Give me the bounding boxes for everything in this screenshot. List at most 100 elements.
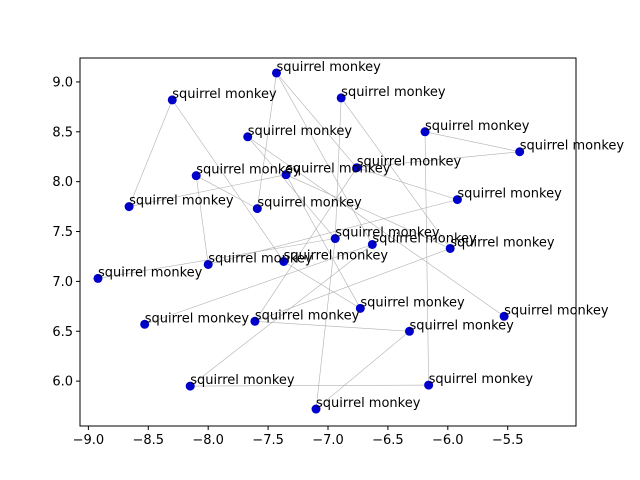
data-point [167,95,177,105]
data-point [445,243,455,253]
edge-line [254,248,451,322]
data-point-label: squirrel monkey [208,251,313,266]
data-point [185,381,195,391]
edge-line [340,97,451,249]
data-point-label: squirrel monkey [335,226,440,241]
data-point-label: squirrel monkey [255,308,360,323]
y-tick-label: 6.0 [52,375,73,390]
edge-line [257,72,277,209]
data-point [311,404,321,414]
data-point-label: squirrel monkey [450,235,555,250]
y-tick-label: 7.0 [52,275,73,290]
edge-line [247,136,336,239]
edge-line [195,175,209,265]
data-point-label: squirrel monkey [341,85,446,100]
edge-line [276,72,357,168]
x-tick-label: −5.5 [492,433,524,448]
edge-line [97,238,336,279]
edge-line [356,167,458,200]
edge-line [247,136,505,317]
y-axis: 6.0 6.5 7.0 7.5 8.0 8.5 9.0 [52,75,80,390]
data-point [404,326,414,336]
edge-line [334,97,342,239]
edge-line [276,72,373,245]
data-point [420,127,430,137]
edge-line [190,384,429,387]
edges-layer [97,72,520,410]
data-point-label: squirrel monkey [425,119,530,134]
data-point [452,195,462,205]
data-point [250,316,260,326]
data-point-label: squirrel monkey [145,311,250,326]
data-point-label: squirrel monkey [357,155,462,170]
data-point-label: squirrel monkey [286,162,391,177]
data-point [355,303,365,313]
data-point [336,93,346,103]
x-tick-label: −9.0 [73,433,105,448]
x-tick-label: −7.5 [252,433,284,448]
edge-line [315,331,410,410]
data-point-label: squirrel monkey [172,87,277,102]
data-point-label: squirrel monkey [316,396,421,411]
edge-line [285,174,361,309]
edge-line [172,99,284,262]
data-point-label: squirrel monkey [520,139,625,154]
data-point-label: squirrel monkey [190,373,295,388]
edge-line [283,261,361,309]
edge-line [356,151,520,169]
x-axis: −9.0 −8.5 −8.0 −7.5 −7.0 −6.5 −6.0 −5.5 [73,426,524,448]
y-tick-label: 6.5 [52,325,73,340]
data-point [140,319,150,329]
edge-line [315,238,336,410]
data-point-label: squirrel monkey [248,124,353,139]
edge-line [128,99,173,207]
x-tick-label: −6.5 [372,433,404,448]
data-point [281,170,291,180]
edge-line [424,131,520,153]
x-tick-label: −8.0 [192,433,224,448]
data-point-label: squirrel monkey [429,372,534,387]
x-tick-label: −7.0 [312,433,344,448]
data-point-label: squirrel monkey [196,163,301,178]
data-point [367,239,377,249]
edge-line [196,175,258,209]
data-point [279,256,289,266]
data-point-label: squirrel monkey [372,231,477,246]
y-tick-label: 9.0 [52,75,73,90]
edge-line [144,244,373,325]
data-point [352,163,362,173]
edge-line [285,174,451,249]
data-point-label: squirrel monkey [409,318,514,333]
edge-line [254,320,410,332]
data-point-label: squirrel monkey [257,196,362,211]
data-point [330,234,340,244]
x-tick-label: −6.0 [432,433,464,448]
edge-line [424,131,429,386]
edge-line [190,244,373,387]
data-point [243,132,253,142]
edge-line [254,167,358,322]
data-point [499,311,509,321]
data-point [252,204,262,214]
data-point [515,147,525,157]
y-tick-label: 8.0 [52,175,73,190]
data-point [424,380,434,390]
points-layer [93,68,525,414]
data-point [191,171,201,181]
data-point-label: squirrel monkey [98,265,203,280]
data-point-label: squirrel monkey [129,194,234,209]
data-point-label: squirrel monkey [276,60,381,75]
data-point [271,68,281,78]
edge-line [129,174,287,207]
data-point-label: squirrel monkey [360,295,465,310]
x-tick-label: −8.5 [133,433,165,448]
edge-line [208,199,458,265]
data-point [124,202,134,212]
data-point-label: squirrel monkey [457,187,562,202]
data-point-label: squirrel monkey [504,303,609,318]
data-point [203,259,213,269]
data-point [93,273,103,283]
data-point-label: squirrel monkey [284,248,389,263]
